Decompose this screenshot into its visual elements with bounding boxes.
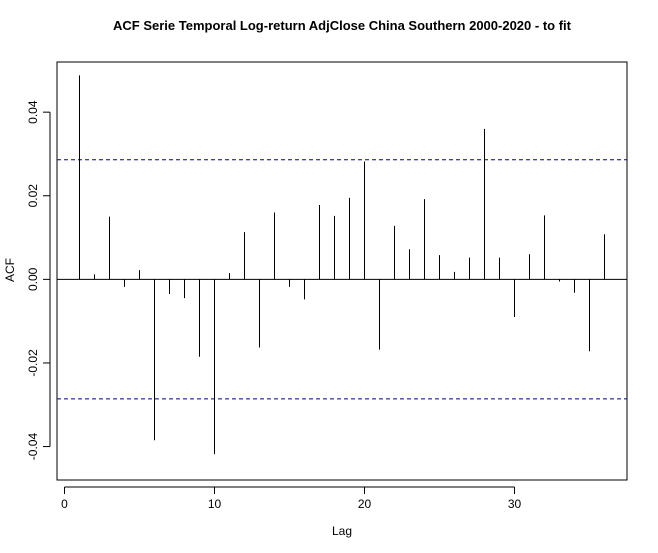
- y-axis: -0.04 -0.02 0.00 0.02 0.04: [26, 100, 51, 461]
- chart-title: ACF Serie Temporal Log-return AdjClose C…: [113, 18, 572, 33]
- y-tick-label: -0.02: [26, 349, 40, 377]
- x-tick-label: 20: [358, 497, 372, 511]
- x-axis: 0 10 20 30: [61, 486, 522, 511]
- y-tick-label: 0.04: [26, 100, 40, 124]
- y-axis-label: ACF: [3, 258, 17, 282]
- x-tick-label: 10: [208, 497, 222, 511]
- x-tick-label: 0: [61, 497, 68, 511]
- y-tick-label: 0.02: [26, 184, 40, 208]
- x-tick-label: 30: [508, 497, 522, 511]
- confidence-bounds: [57, 159, 627, 400]
- x-axis-label: Lag: [332, 524, 352, 538]
- y-tick-label: -0.04: [26, 433, 40, 461]
- plot-frame: [56, 61, 628, 481]
- y-tick-label: 0.00: [26, 267, 40, 291]
- acf-spikes: [79, 75, 605, 455]
